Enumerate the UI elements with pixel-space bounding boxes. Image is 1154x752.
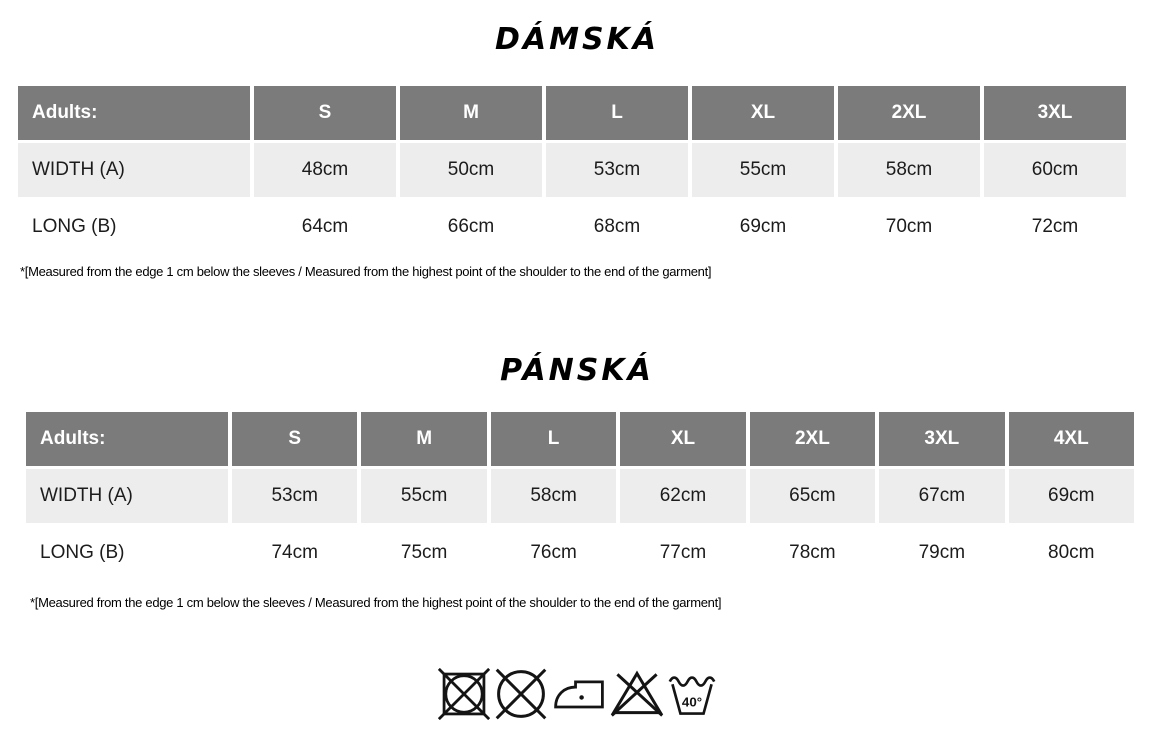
mens-size-section: PÁNSKÁ Adults: S M L XL 2XL 3XL 4XL WIDTH (A) 53c… (0, 279, 1154, 610)
size-value-cell: 77cm (620, 526, 746, 580)
header-size-cell: XL (692, 86, 834, 140)
iron-low-temperature-icon (552, 668, 606, 720)
size-value-cell: 75cm (361, 526, 487, 580)
header-size-cell: S (254, 86, 396, 140)
womens-size-table: Adults: S M L XL 2XL 3XL WIDTH (A) 48cm 50cm 53cm 5… (14, 83, 1130, 257)
size-value-cell: 58cm (490, 469, 617, 523)
row-label-cell: LONG (B) (26, 526, 228, 580)
header-size-cell: S (232, 412, 358, 466)
table-header-row: Adults: S M L XL 2XL 3XL 4XL (26, 412, 1134, 466)
header-label-cell: Adults: (18, 86, 250, 140)
size-value-cell: 66cm (400, 200, 542, 254)
size-value-cell: 60cm (984, 143, 1126, 197)
table-row: LONG (B) 64cm 66cm 68cm 69cm 70cm 72cm (18, 200, 1126, 254)
table-footnote: *[Measured from the edge 1 cm below the … (20, 264, 712, 279)
size-value-cell: 62cm (620, 469, 746, 523)
header-size-cell: 3XL (984, 86, 1126, 140)
size-value-cell: 65cm (749, 469, 876, 523)
size-value-cell: 69cm (692, 200, 834, 254)
size-value-cell: 79cm (879, 526, 1005, 580)
header-size-cell: 3XL (879, 412, 1005, 466)
size-value-cell: 76cm (490, 526, 617, 580)
header-size-cell: 2XL (749, 412, 876, 466)
row-label-cell: WIDTH (A) (26, 469, 228, 523)
row-label-cell: LONG (B) (18, 200, 250, 254)
header-size-cell: 4XL (1008, 412, 1134, 466)
size-value-cell: 70cm (838, 200, 980, 254)
size-value-cell: 55cm (692, 143, 834, 197)
table-row: WIDTH (A) 53cm 55cm 58cm 62cm 65cm 67cm 69cm (26, 469, 1134, 523)
do-not-bleach-icon (609, 666, 665, 722)
table-row: WIDTH (A) 48cm 50cm 53cm 55cm 58cm 60cm (18, 143, 1126, 197)
size-value-cell: 74cm (232, 526, 358, 580)
wash-40-icon: 40° (668, 667, 716, 721)
size-value-cell: 78cm (749, 526, 876, 580)
size-value-cell: 80cm (1008, 526, 1134, 580)
header-label-cell: Adults: (26, 412, 228, 466)
size-value-cell: 72cm (984, 200, 1126, 254)
table-header-row: Adults: S M L XL 2XL 3XL (18, 86, 1126, 140)
size-value-cell: 50cm (400, 143, 542, 197)
size-value-cell: 53cm (546, 143, 688, 197)
header-size-cell: M (400, 86, 542, 140)
header-size-cell: XL (620, 412, 746, 466)
size-value-cell: 55cm (361, 469, 487, 523)
size-value-cell: 58cm (838, 143, 980, 197)
table-title: DÁMSKÁ (494, 22, 660, 57)
size-chart-page: DÁMSKÁ Adults: S M L XL 2XL 3XL WIDTH (A) 48cm 50… (0, 0, 1154, 722)
size-value-cell: 68cm (546, 200, 688, 254)
size-value-cell: 53cm (232, 469, 358, 523)
table-title: PÁNSKÁ (500, 353, 654, 388)
header-size-cell: 2XL (838, 86, 980, 140)
do-not-dry-clean-icon (493, 666, 549, 722)
care-symbols-row: 40° (0, 666, 1154, 722)
mens-size-table: Adults: S M L XL 2XL 3XL 4XL WIDTH (A) 53cm 55cm 58… (22, 409, 1138, 583)
header-size-cell: L (546, 86, 688, 140)
size-value-cell: 67cm (879, 469, 1005, 523)
do-not-tumble-dry-icon (438, 668, 490, 720)
womens-size-section: DÁMSKÁ Adults: S M L XL 2XL 3XL WIDTH (A) 48cm 50… (0, 0, 1154, 279)
header-size-cell: L (490, 412, 617, 466)
size-value-cell: 64cm (254, 200, 396, 254)
wash-temperature-label: 40° (682, 694, 702, 709)
header-size-cell: M (361, 412, 487, 466)
size-value-cell: 48cm (254, 143, 396, 197)
table-row: LONG (B) 74cm 75cm 76cm 77cm 78cm 79cm 80cm (26, 526, 1134, 580)
table-footnote: *[Measured from the edge 1 cm below the … (30, 595, 722, 610)
row-label-cell: WIDTH (A) (18, 143, 250, 197)
size-value-cell: 69cm (1008, 469, 1134, 523)
